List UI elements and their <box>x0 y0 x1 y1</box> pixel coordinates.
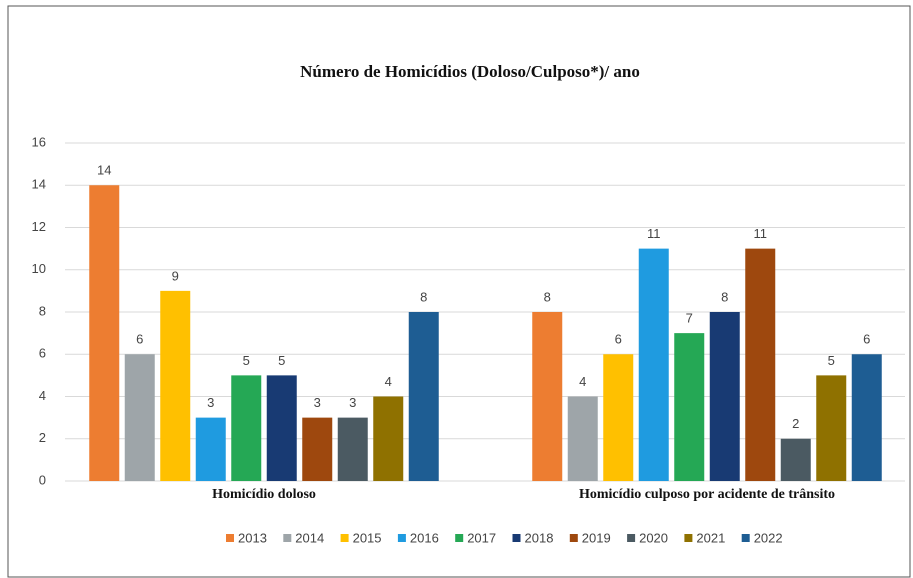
data-label: 5 <box>828 353 835 368</box>
chart-title: Número de Homicídios (Doloso/Culposo*)/ … <box>300 62 640 81</box>
y-tick-label: 6 <box>39 346 46 361</box>
legend-label: 2018 <box>525 530 554 545</box>
bar <box>160 290 191 481</box>
bar <box>231 375 262 481</box>
data-label: 6 <box>136 332 143 347</box>
bar <box>302 417 333 481</box>
bar <box>124 354 155 481</box>
legend-swatch <box>397 534 406 542</box>
data-label: 3 <box>314 395 321 410</box>
legend-label: 2022 <box>754 530 783 545</box>
data-label: 4 <box>385 374 392 389</box>
bar <box>780 438 811 481</box>
y-tick-label: 4 <box>39 388 46 403</box>
y-tick-label: 8 <box>39 303 46 318</box>
x-tick-label: Homicídio doloso <box>212 487 316 502</box>
legend-swatch <box>684 534 693 542</box>
bar <box>745 248 776 481</box>
legend-label: 2020 <box>639 530 668 545</box>
data-label: 11 <box>754 226 768 241</box>
bar <box>674 333 705 481</box>
y-tick-label: 0 <box>39 472 46 487</box>
bar <box>603 354 634 481</box>
y-tick-label: 16 <box>32 134 46 149</box>
data-label: 8 <box>544 289 551 304</box>
data-label: 3 <box>349 395 356 410</box>
bar <box>89 185 120 481</box>
legend-label: 2019 <box>582 530 611 545</box>
bar <box>709 312 740 481</box>
data-label: 14 <box>97 163 111 178</box>
bar <box>337 417 368 481</box>
y-tick-label: 2 <box>39 430 46 445</box>
data-label: 8 <box>420 289 427 304</box>
bar <box>851 354 882 481</box>
data-label: 3 <box>207 395 214 410</box>
legend-swatch <box>283 534 292 542</box>
x-tick-label: Homicídio culposo por acidente de trânsi… <box>579 487 835 502</box>
bar <box>266 375 297 481</box>
bar <box>532 312 563 481</box>
data-label: 6 <box>615 332 622 347</box>
bar <box>195 417 226 481</box>
bar <box>816 375 847 481</box>
legend-swatch <box>512 534 521 542</box>
y-tick-label: 12 <box>32 219 46 234</box>
data-label: 9 <box>172 268 179 283</box>
bar <box>638 248 669 481</box>
legend-label: 2013 <box>238 530 267 545</box>
bar <box>373 396 404 481</box>
data-label: 7 <box>686 311 693 326</box>
bar <box>408 312 439 481</box>
legend-swatch <box>340 534 349 542</box>
y-tick-label: 14 <box>32 177 46 192</box>
bar <box>567 396 598 481</box>
legend-swatch <box>741 534 750 542</box>
legend-label: 2014 <box>295 530 324 545</box>
y-tick-label: 10 <box>32 261 46 276</box>
data-label: 8 <box>721 289 728 304</box>
data-label: 6 <box>863 332 870 347</box>
legend-label: 2016 <box>410 530 439 545</box>
data-label: 11 <box>647 226 661 241</box>
data-label: 4 <box>579 374 586 389</box>
legend-swatch <box>627 534 636 542</box>
legend-label: 2021 <box>696 530 725 545</box>
legend-swatch <box>569 534 578 542</box>
legend-swatch <box>455 534 464 542</box>
legend-swatch <box>226 534 234 542</box>
data-label: 2 <box>792 416 799 431</box>
data-label: 5 <box>278 353 285 368</box>
legend-label: 2017 <box>467 530 496 545</box>
legend-label: 2015 <box>353 530 382 545</box>
data-label: 5 <box>243 353 250 368</box>
